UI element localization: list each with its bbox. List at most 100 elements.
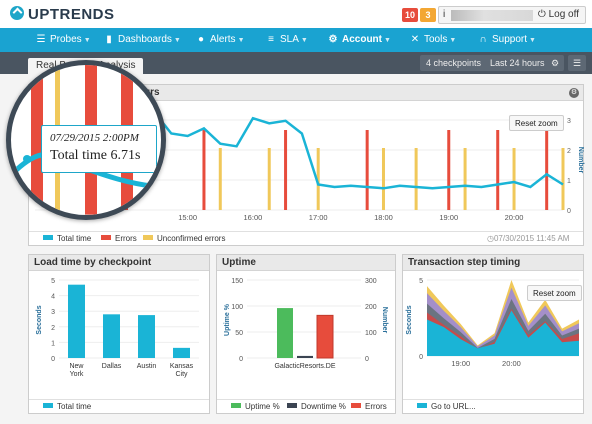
go-to-url-area [427, 310, 579, 356]
errors-bar [316, 314, 334, 359]
legend-go-to-url[interactable]: Go to URL [417, 400, 469, 413]
x-tick-label: 19:00 [439, 213, 458, 222]
y2-tick-label: 2 [567, 148, 571, 155]
uptime-chart: 0 50 100 150 0 100 200 300 Uptime % Number Galacti… [224, 278, 388, 370]
legend-uptime[interactable]: Uptime % [231, 400, 280, 413]
load-time-bar [138, 315, 155, 358]
total-time-line [154, 112, 564, 190]
category-label: Austin [137, 363, 157, 370]
load-time-panel: Load time by checkpoint 0 1 2 3 4 5 Seconds New… [28, 254, 210, 414]
y-tick-label: 0 [51, 356, 55, 363]
y2-tick-label: 3 [567, 118, 571, 125]
nav-support[interactable]: ∩ Support ▼ [478, 28, 536, 52]
y-tick-label: 50 [235, 330, 243, 337]
period-button[interactable]: Last 24 hours [484, 55, 551, 71]
load-time-legend: Total time [29, 399, 209, 413]
panel-settings-icon[interactable]: ⚙ [569, 88, 579, 98]
y-tick-label: 2 [51, 325, 55, 332]
uptime-panel: Uptime 0 50 100 150 0 100 200 300 Uptime % Number… [216, 254, 396, 414]
y-tick-label: 100 [231, 304, 243, 311]
y-axis-label: Seconds [406, 305, 413, 334]
nav-alerts[interactable]: ● Alerts ▼ [196, 28, 245, 52]
uptime-bar [277, 308, 293, 358]
magnifier-tooltip: 07/29/2015 2:00PM Total time 6.71s [41, 125, 157, 173]
legend-unconfirmed-errors[interactable]: Unconfirmed errors [143, 232, 225, 245]
nav-tools[interactable]: ✕ Tools ▼ [410, 28, 457, 52]
y-tick-label: 5 [419, 278, 423, 285]
unconfirmed-error-bar [267, 148, 271, 210]
user-name-redacted [451, 10, 533, 21]
unconfirmed-error-bar [414, 148, 418, 210]
alert-count-badge[interactable]: 10 [402, 8, 419, 22]
unconfirmed-error-bar [218, 148, 222, 210]
top-header: UPTRENDS 10 3 i ⏻ Log off [0, 0, 592, 28]
unconfirmed-error-bar [381, 148, 385, 210]
unconfirmed-error-bar [316, 148, 320, 210]
zoom-error-bar [31, 65, 43, 215]
brand-logo[interactable]: UPTRENDS [28, 6, 115, 23]
y-tick-label: 150 [231, 278, 243, 285]
zoom-hover-point [23, 155, 31, 163]
downtime-bar [297, 355, 313, 358]
clock-icon: ◷ [487, 234, 494, 243]
transaction-panel-title: Transaction step timing [403, 255, 583, 271]
error-bar [202, 130, 206, 210]
warning-count-badge[interactable]: 3 [420, 8, 436, 22]
menu-icon[interactable]: ☰ [568, 55, 586, 71]
uptrends-logo-icon[interactable] [10, 6, 24, 20]
power-icon: ⏻ [537, 9, 546, 20]
category-label: York [70, 371, 84, 378]
y2-tick-label: 300 [365, 278, 377, 285]
y2-axis-label: Number [381, 307, 388, 334]
legend-more[interactable]: ... [469, 402, 476, 411]
checkpoints-button[interactable]: 4 checkpoints [420, 55, 488, 71]
legend-downtime[interactable]: Downtime % [287, 400, 346, 413]
unconfirmed-error-bar [512, 148, 516, 210]
unconfirmed-error-bar [463, 148, 467, 210]
x-tick-label: 19:00 [451, 359, 470, 368]
reset-zoom-button[interactable]: Reset zoom [509, 115, 564, 131]
nav-sla[interactable]: ≡ SLA ▼ [266, 28, 308, 52]
probes-icon: ☰ [36, 34, 46, 45]
load-time-bar [103, 314, 120, 358]
y-tick-label: 1 [51, 340, 55, 347]
category-label: Dallas [102, 363, 122, 370]
sla-icon: ≡ [268, 34, 274, 45]
transaction-legend: Go to URL ... [403, 399, 583, 413]
tx-reset-zoom-button[interactable]: Reset zoom [527, 285, 582, 301]
x-tick-label: 15:00 [178, 213, 197, 222]
y2-tick-label: 100 [365, 330, 377, 337]
category-label: GalacticResorts.DE [274, 363, 335, 370]
dashboard-tabbar: Real Browser Analysis 4 checkpoints Last… [0, 52, 592, 74]
logoff-button[interactable]: ⏻ Log off [537, 9, 579, 20]
error-bar [284, 130, 288, 210]
y2-tick-label: 0 [567, 208, 571, 215]
load-time-bar [68, 284, 85, 358]
error-bar [545, 130, 549, 210]
nav-dashboards[interactable]: ▮ Dashboards ▼ [104, 28, 181, 52]
legend-load-total-time[interactable]: Total time [43, 400, 91, 413]
y-tick-label: 0 [239, 356, 243, 363]
nav-account[interactable]: ⚙ Account ▼ [328, 28, 391, 52]
user-initial: i [443, 9, 446, 20]
legend-errors[interactable]: Errors [101, 232, 137, 245]
nav-probes[interactable]: ☰ Probes ▼ [36, 28, 91, 52]
updated-timestamp: ◷07/30/2015 11:45 AM [487, 234, 570, 243]
x-tick-label: 18:00 [374, 213, 393, 222]
y2-tick-label: 1 [567, 178, 571, 185]
error-bar [447, 130, 451, 210]
alerts-icon: ● [197, 34, 205, 45]
y2-tick-label: 200 [365, 304, 377, 311]
legend-total-time[interactable]: Total time [43, 232, 91, 245]
magnifier-date: 07/29/2015 2:00PM [50, 132, 139, 144]
x-tick-label: 16:00 [244, 213, 263, 222]
y2-tick-label: 0 [365, 356, 369, 363]
user-account-box[interactable]: i ⏻ Log off [438, 6, 586, 24]
uptime-panel-title: Uptime [217, 255, 395, 271]
x-tick-label: 17:00 [309, 213, 328, 222]
settings-gear-icon[interactable]: ⚙ [546, 55, 564, 71]
zoom-x-tick: 15:00 [149, 202, 161, 211]
legend-uptime-errors[interactable]: Errors [351, 400, 387, 413]
x-tick-label: 20:00 [502, 359, 521, 368]
